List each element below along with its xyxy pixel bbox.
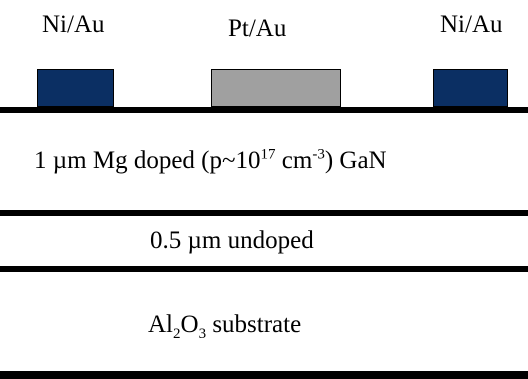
p-gan-label-prefix: 1 µm Mg doped (p~10: [34, 147, 261, 174]
ni-au-contact-label-right: Ni/Au: [440, 11, 503, 38]
substrate-label-suffix: substrate: [206, 311, 302, 338]
pt-au-contact-label: Pt/Au: [228, 15, 287, 42]
pt-au-contact-pad: [211, 69, 341, 107]
pgan-undoped-interface-line: [0, 210, 528, 216]
p-gan-label-suffix: ) GaN: [324, 147, 387, 174]
ni-au-contact-pad-right: [433, 69, 508, 107]
p-gan-label-exponent-2: -3: [312, 146, 325, 163]
ni-au-contact-label-left: Ni/Au: [42, 11, 105, 38]
substrate-label-subscript-1: 2: [173, 326, 181, 342]
undoped-substrate-interface-line: [0, 266, 528, 272]
substrate-label-o: O: [180, 311, 199, 338]
surface-line: [0, 107, 528, 113]
ni-au-contact-pad-left: [37, 69, 114, 107]
undoped-layer-label: 0.5 µm undoped: [150, 227, 314, 254]
substrate-label-subscript-2: 3: [198, 326, 207, 342]
substrate-bottom-line: [0, 371, 528, 379]
p-gan-layer-label: 1 µm Mg doped (p~1017 cm-3) GaN: [34, 146, 387, 176]
p-gan-label-exponent-1: 17: [260, 146, 276, 163]
p-gan-label-unit: cm: [275, 147, 313, 174]
substrate-layer-label: Al2O3 substrate: [148, 310, 302, 342]
substrate-label-al: Al: [148, 311, 173, 338]
